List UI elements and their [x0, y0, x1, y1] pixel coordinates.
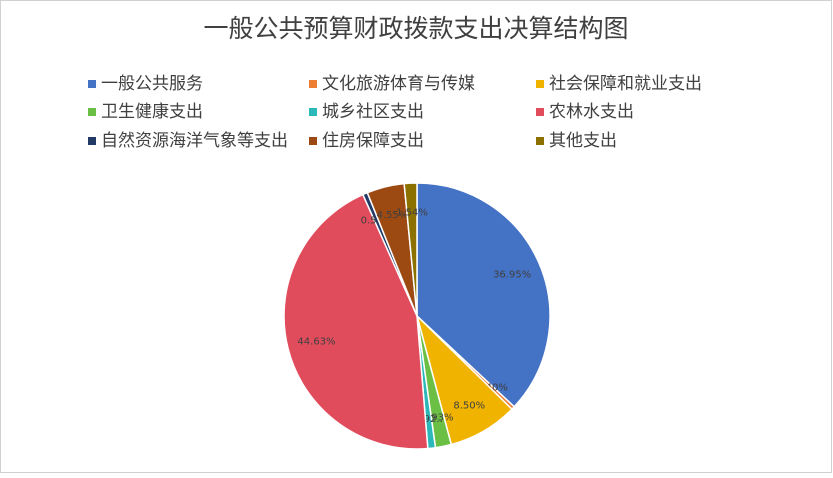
value-label: 44.63%: [297, 337, 335, 348]
legend-label: 一般公共服务: [101, 74, 203, 94]
value-label: 8.50%: [453, 401, 485, 412]
legend-marker: [88, 80, 96, 88]
pie-slice: [403, 182, 418, 317]
chart-title: 一般公共预算财政拨款支出决算结构图: [203, 14, 628, 43]
value-label: 4.55%: [376, 210, 408, 221]
legend-label: 卫生健康支出: [101, 102, 203, 122]
legend-marker: [536, 137, 544, 145]
value-label: 0.92..: [414, 414, 443, 425]
value-label: 0.58%: [361, 215, 393, 226]
value-label: 1.93%: [422, 413, 454, 424]
pie-slice: [283, 193, 429, 450]
legend-label: 社会保障和就业支出: [549, 74, 702, 94]
value-label: 0.40%: [476, 383, 508, 394]
legend-marker: [88, 108, 96, 116]
legend-label: 文化旅游体育与传媒: [322, 74, 475, 94]
legend-label: 城乡社区支出: [322, 102, 424, 122]
value-label: 36.95%: [493, 270, 531, 281]
value-label: 1.54%: [396, 207, 428, 218]
legend-label: 住房保障支出: [322, 131, 424, 151]
legend-marker: [536, 80, 544, 88]
legend-marker: [309, 108, 317, 116]
pie-slice: [416, 182, 551, 408]
legend-marker: [536, 108, 544, 116]
legend-marker: [309, 80, 317, 88]
legend-label: 农林水支出: [549, 102, 634, 122]
legend-marker: [88, 137, 96, 145]
legend-label: 自然资源海洋气象等支出: [101, 131, 288, 151]
legend-marker: [309, 137, 317, 145]
legend-label: 其他支出: [549, 131, 617, 151]
